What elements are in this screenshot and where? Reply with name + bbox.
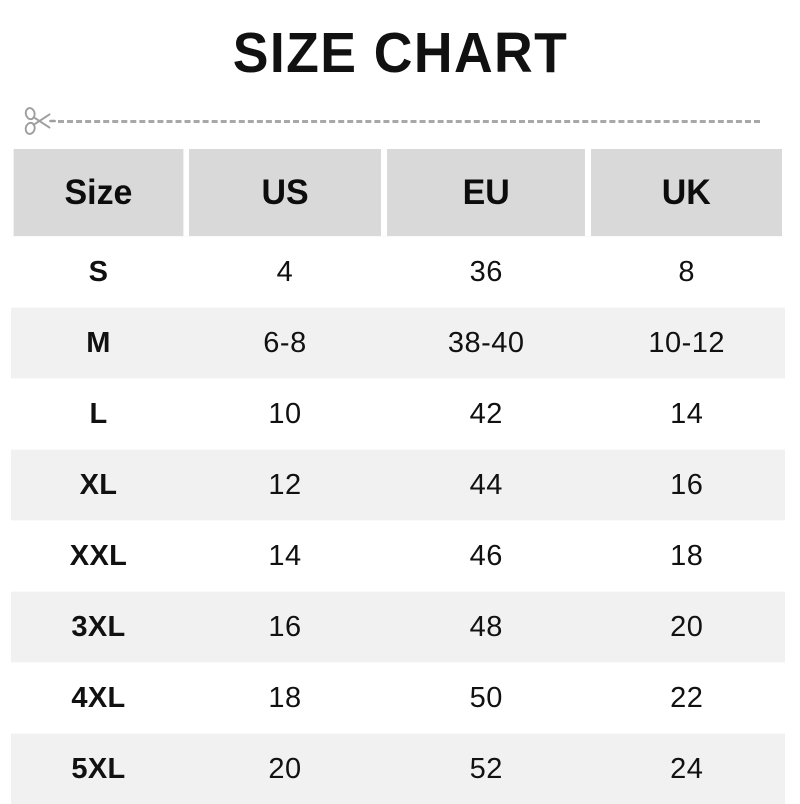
cell-us: 20 bbox=[186, 734, 384, 804]
cell-eu: 36 bbox=[384, 237, 588, 308]
cell-eu: 48 bbox=[384, 592, 588, 663]
cell-us: 16 bbox=[186, 592, 384, 663]
column-header-uk: UK bbox=[591, 149, 782, 237]
cell-size: 3XL bbox=[11, 592, 186, 663]
cell-eu: 44 bbox=[384, 450, 588, 521]
cell-eu: 38-40 bbox=[384, 308, 588, 379]
cell-eu: 52 bbox=[384, 734, 588, 804]
cell-us: 4 bbox=[186, 237, 384, 308]
size-table: Size US EU UK S 4 36 8 M 6-8 38-40 10-12… bbox=[11, 149, 785, 804]
cell-us: 12 bbox=[186, 450, 384, 521]
scissors-icon bbox=[22, 106, 56, 136]
cell-size: 4XL bbox=[11, 663, 186, 734]
cell-uk: 18 bbox=[588, 521, 785, 592]
cell-eu: 46 bbox=[384, 521, 588, 592]
cell-eu: 42 bbox=[384, 379, 588, 450]
cell-uk: 22 bbox=[588, 663, 785, 734]
column-header-us: US bbox=[189, 149, 381, 237]
page-title: SIZE CHART bbox=[232, 22, 568, 84]
table-header: Size US EU UK bbox=[11, 149, 785, 237]
cell-size: S bbox=[11, 237, 186, 308]
cell-uk: 8 bbox=[588, 237, 785, 308]
table-body: S 4 36 8 M 6-8 38-40 10-12 L 10 42 14 XL… bbox=[11, 237, 785, 804]
table-row: S 4 36 8 bbox=[11, 237, 785, 308]
cell-eu: 50 bbox=[384, 663, 588, 734]
cell-us: 18 bbox=[186, 663, 384, 734]
table-row: XXL 14 46 18 bbox=[11, 521, 785, 592]
column-header-eu: EU bbox=[387, 149, 585, 237]
table-row: 4XL 18 50 22 bbox=[11, 663, 785, 734]
table-row: M 6-8 38-40 10-12 bbox=[11, 308, 785, 379]
cell-size: L bbox=[11, 379, 186, 450]
cell-uk: 10-12 bbox=[588, 308, 785, 379]
table-row: L 10 42 14 bbox=[11, 379, 785, 450]
page-title-container: SIZE CHART bbox=[0, 22, 800, 84]
table-header-row: Size US EU UK bbox=[11, 149, 785, 237]
table-row: XL 12 44 16 bbox=[11, 450, 785, 521]
cell-uk: 14 bbox=[588, 379, 785, 450]
table-row: 3XL 16 48 20 bbox=[11, 592, 785, 663]
cell-size: M bbox=[11, 308, 186, 379]
dashed-cut-line bbox=[58, 120, 760, 123]
cell-size: 5XL bbox=[11, 734, 186, 804]
cell-uk: 24 bbox=[588, 734, 785, 804]
cell-us: 10 bbox=[186, 379, 384, 450]
cell-uk: 16 bbox=[588, 450, 785, 521]
cell-us: 6-8 bbox=[186, 308, 384, 379]
table-row: 5XL 20 52 24 bbox=[11, 734, 785, 804]
column-header-size: Size bbox=[14, 149, 184, 237]
cell-size: XXL bbox=[11, 521, 186, 592]
cell-us: 14 bbox=[186, 521, 384, 592]
cut-line bbox=[22, 104, 772, 138]
cell-size: XL bbox=[11, 450, 186, 521]
cell-uk: 20 bbox=[588, 592, 785, 663]
